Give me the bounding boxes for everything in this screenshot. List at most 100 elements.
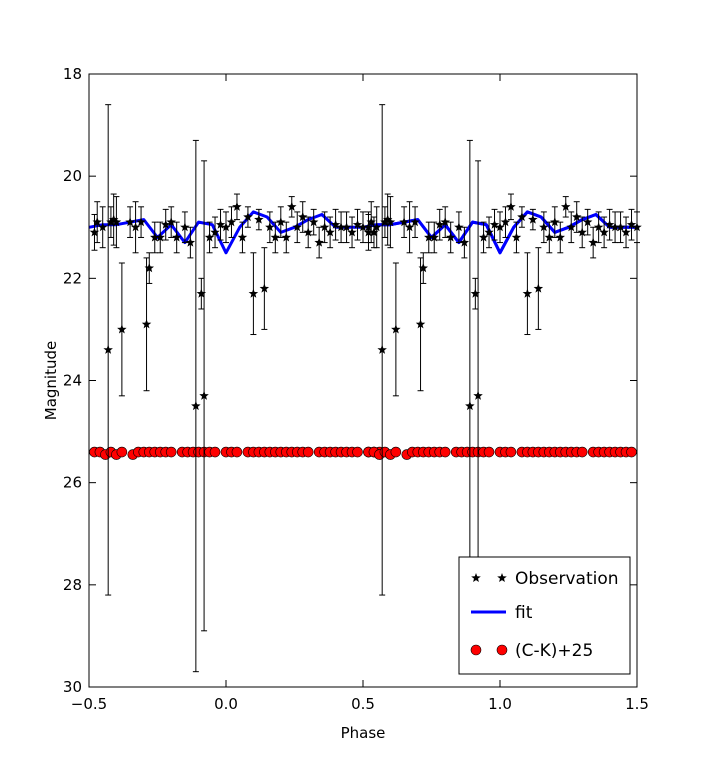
observation-point <box>265 222 275 232</box>
observation-point <box>588 237 598 247</box>
color-index-point <box>576 446 588 458</box>
y-tick-label: 22 <box>63 269 82 287</box>
color-index-series <box>89 446 637 460</box>
observation-point <box>199 390 209 400</box>
observation-point <box>125 217 135 227</box>
observation-point <box>204 232 215 242</box>
x-tick-label: 0.0 <box>214 695 238 713</box>
observation-point <box>399 217 409 227</box>
observation-point <box>347 227 357 237</box>
observation-point <box>254 214 264 224</box>
x-tick-label: 1.0 <box>488 695 512 713</box>
x-tick-label: −0.5 <box>71 695 107 713</box>
observation-point <box>626 219 637 229</box>
observation-point <box>325 227 335 237</box>
observation-point <box>232 201 242 211</box>
observation-point <box>371 222 382 232</box>
legend-label: fit <box>515 603 533 623</box>
observation-point <box>259 283 270 293</box>
color-index-point <box>209 446 221 458</box>
observation-point <box>103 344 113 354</box>
observation-point <box>130 222 141 232</box>
observation-point <box>363 227 374 237</box>
observation-point <box>106 217 116 227</box>
observation-point <box>500 217 511 227</box>
observation-point <box>196 288 207 298</box>
observation-point <box>210 227 220 237</box>
y-tick-label: 18 <box>63 65 82 83</box>
observation-point <box>248 288 259 298</box>
observation-point <box>533 283 544 293</box>
observation-point <box>489 219 500 229</box>
observation-point <box>243 212 253 222</box>
observation-point <box>550 217 560 227</box>
observation-point <box>270 232 281 242</box>
observation-point <box>319 222 330 232</box>
axis-ticks: −0.5 0.0 0.5 1.0 1.5 18 20 22 24 26 28 30 <box>63 65 649 713</box>
observation-point <box>166 217 176 227</box>
fit-line <box>362 210 637 255</box>
observation-point <box>410 217 420 227</box>
legend: Observation fit (C-K)+25 <box>458 556 631 675</box>
legend-observation-marker <box>471 573 481 582</box>
observation-point <box>380 217 390 227</box>
observation-point <box>292 222 302 232</box>
y-tick-label: 30 <box>63 678 82 696</box>
observation-point <box>506 201 516 211</box>
observation-point <box>577 227 587 237</box>
observation-point <box>308 217 319 227</box>
observation-point <box>111 217 122 227</box>
observation-point <box>226 217 237 227</box>
observation-point <box>473 390 483 400</box>
observation-point <box>314 237 324 247</box>
color-index-point <box>483 446 495 458</box>
observation-point <box>604 219 615 229</box>
observation-point <box>459 237 470 247</box>
legend-observation-marker <box>497 573 507 582</box>
observation-point <box>561 201 571 211</box>
observation-point <box>555 232 565 242</box>
color-index-point <box>302 446 314 458</box>
observation-point <box>97 222 108 232</box>
observation-point <box>621 227 631 237</box>
observation-point <box>89 227 100 237</box>
observation-point <box>298 212 308 222</box>
observation-point <box>237 232 248 242</box>
observation-point <box>136 217 146 227</box>
observation-point <box>171 232 182 242</box>
legend-label: (C-K)+25 <box>515 641 593 661</box>
observation-point <box>215 219 226 229</box>
color-index-point <box>505 446 517 458</box>
observation-point <box>484 227 494 237</box>
observation-point <box>424 232 434 242</box>
observation-point <box>155 232 165 242</box>
legend-label: Observation <box>515 569 619 589</box>
color-index-point <box>439 446 451 458</box>
observation-point <box>336 222 346 232</box>
observation-point <box>566 222 576 232</box>
observation-point <box>440 217 450 227</box>
observation-point <box>341 222 352 232</box>
y-tick-label: 28 <box>63 576 82 594</box>
color-index-point <box>116 446 128 458</box>
observation-point <box>582 217 593 227</box>
observation-point <box>385 217 396 227</box>
observation-series <box>89 104 642 673</box>
observation-point <box>418 263 428 273</box>
observation-point <box>330 219 341 229</box>
observation-point <box>445 232 456 242</box>
observation-point <box>92 217 102 227</box>
observation-point <box>454 222 464 232</box>
y-tick-label: 24 <box>63 372 82 390</box>
observation-point <box>377 344 387 354</box>
observation-point <box>276 217 286 227</box>
observation-point <box>539 222 549 232</box>
observation-point <box>544 232 555 242</box>
observation-point <box>366 217 376 227</box>
observation-point <box>391 324 401 334</box>
observation-point <box>522 288 533 298</box>
observation-point <box>593 222 604 232</box>
observation-point <box>465 401 475 411</box>
observation-point <box>429 232 439 242</box>
